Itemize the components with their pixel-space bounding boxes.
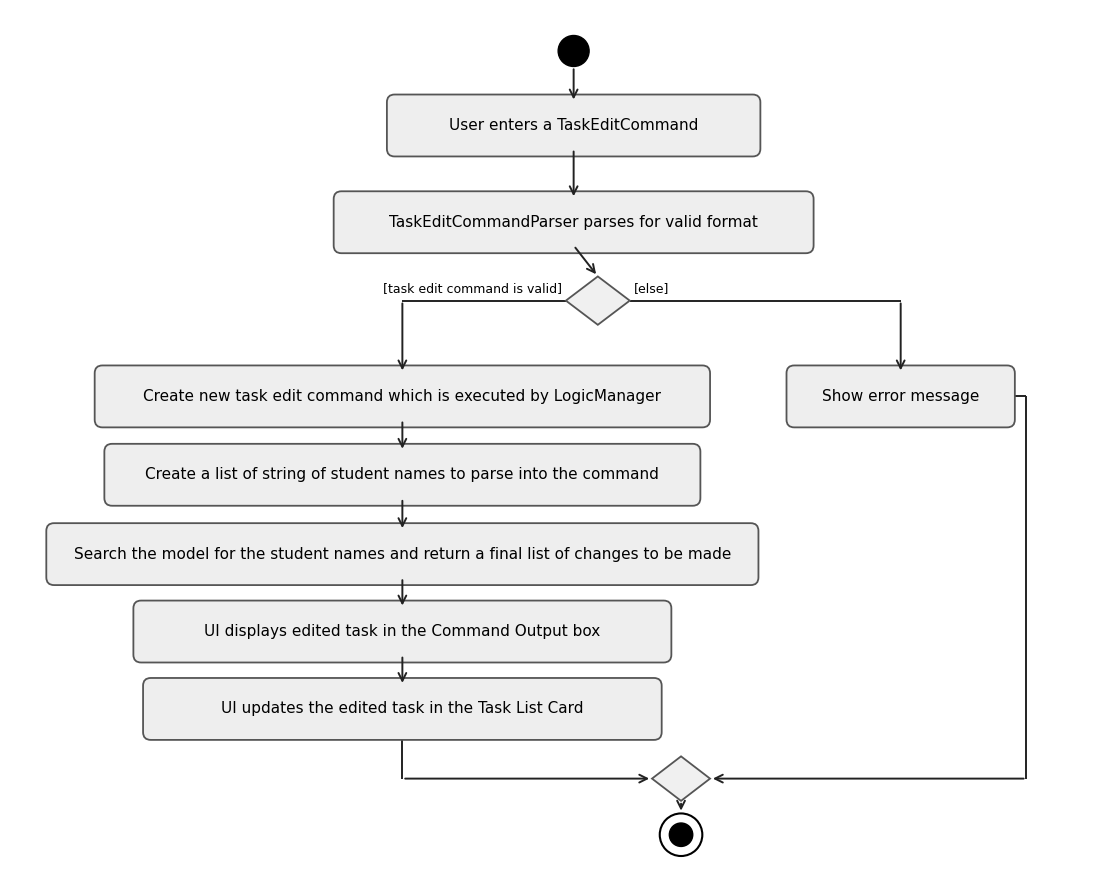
FancyBboxPatch shape: [787, 366, 1015, 427]
Polygon shape: [565, 276, 630, 324]
FancyBboxPatch shape: [334, 191, 814, 253]
FancyBboxPatch shape: [134, 601, 671, 662]
FancyBboxPatch shape: [95, 366, 710, 427]
Circle shape: [660, 814, 702, 856]
FancyBboxPatch shape: [144, 678, 662, 740]
Text: UI displays edited task in the Command Output box: UI displays edited task in the Command O…: [205, 624, 601, 639]
Polygon shape: [652, 756, 710, 801]
Circle shape: [558, 35, 589, 67]
Text: Create new task edit command which is executed by LogicManager: Create new task edit command which is ex…: [144, 389, 661, 404]
Text: Create a list of string of student names to parse into the command: Create a list of string of student names…: [146, 467, 659, 482]
Text: [else]: [else]: [633, 282, 669, 295]
Text: Show error message: Show error message: [823, 389, 979, 404]
FancyBboxPatch shape: [387, 95, 760, 156]
Text: UI updates the edited task in the Task List Card: UI updates the edited task in the Task L…: [221, 702, 583, 717]
FancyBboxPatch shape: [47, 524, 758, 585]
Text: Search the model for the student names and return a final list of changes to be : Search the model for the student names a…: [73, 546, 731, 561]
Text: [task edit command is valid]: [task edit command is valid]: [383, 282, 562, 295]
Circle shape: [669, 823, 692, 846]
Text: TaskEditCommandParser parses for valid format: TaskEditCommandParser parses for valid f…: [390, 215, 758, 230]
FancyBboxPatch shape: [105, 444, 700, 506]
Text: User enters a TaskEditCommand: User enters a TaskEditCommand: [449, 118, 698, 133]
